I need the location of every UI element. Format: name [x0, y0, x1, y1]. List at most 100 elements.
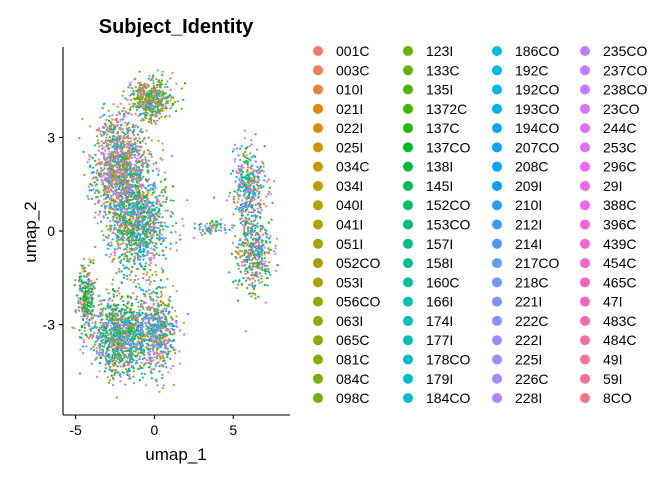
data-point [169, 88, 172, 91]
data-point [82, 341, 86, 344]
data-point [175, 82, 178, 85]
data-point [250, 214, 254, 218]
data-point [138, 160, 142, 163]
data-point [145, 384, 148, 387]
data-point [98, 200, 101, 203]
data-point [131, 143, 134, 146]
data-point [127, 300, 130, 303]
data-point [111, 341, 114, 344]
data-point [125, 180, 128, 183]
data-point [163, 116, 166, 119]
data-point [148, 206, 151, 210]
data-point [130, 350, 133, 353]
data-point [121, 165, 124, 168]
data-point [139, 149, 142, 152]
data-point [136, 295, 139, 298]
data-point [145, 108, 148, 111]
data-point [105, 253, 108, 256]
data-point [108, 204, 112, 207]
data-point [105, 288, 108, 291]
data-point [152, 188, 155, 191]
data-point [127, 229, 130, 232]
data-point [260, 160, 263, 163]
data-point [108, 379, 111, 382]
data-point [144, 200, 147, 203]
data-point [266, 180, 269, 183]
data-point [119, 317, 122, 320]
data-point [132, 342, 135, 345]
data-point [88, 279, 91, 283]
data-point [161, 97, 164, 100]
data-point [155, 218, 159, 221]
data-point [157, 173, 160, 176]
data-point [127, 342, 130, 345]
data-point [119, 194, 122, 197]
data-point [156, 302, 159, 305]
data-point [163, 178, 166, 182]
data-point [78, 284, 81, 287]
data-point [147, 184, 150, 187]
data-point [136, 213, 139, 216]
data-point [162, 201, 165, 204]
data-point [159, 358, 162, 361]
data-point [142, 101, 146, 104]
data-point [136, 215, 139, 218]
data-point [145, 93, 149, 96]
data-point [100, 169, 103, 172]
data-point [132, 197, 135, 200]
data-point [169, 339, 172, 342]
data-point [137, 325, 140, 328]
data-point [89, 329, 92, 332]
data-point [105, 201, 108, 204]
data-point [109, 140, 112, 143]
data-point [107, 307, 110, 310]
data-point [107, 234, 110, 237]
data-point [89, 287, 92, 290]
data-point [124, 355, 127, 358]
data-point [81, 117, 84, 120]
data-point [125, 244, 128, 247]
data-point [153, 356, 156, 359]
data-point [79, 297, 82, 301]
data-point [128, 347, 131, 350]
data-point [142, 325, 145, 328]
data-point [129, 171, 132, 174]
data-point [145, 161, 148, 164]
data-point [126, 98, 129, 101]
data-point [101, 107, 104, 110]
data-point [149, 187, 152, 190]
data-point [106, 167, 109, 171]
data-point [153, 101, 156, 104]
data-point [114, 135, 117, 138]
data-point [174, 352, 177, 355]
data-point [111, 182, 114, 185]
data-point [235, 176, 238, 179]
data-point [126, 306, 129, 309]
data-point [144, 361, 147, 364]
data-point [107, 292, 110, 295]
data-point [106, 173, 109, 177]
data-point [164, 338, 167, 341]
data-point [128, 241, 131, 244]
data-point [115, 208, 118, 211]
data-point [173, 101, 176, 104]
data-point [77, 306, 80, 309]
data-point [81, 318, 85, 321]
data-point [157, 108, 160, 111]
data-point [137, 150, 140, 154]
data-point [150, 118, 153, 121]
data-point [98, 127, 101, 130]
data-point [111, 344, 114, 347]
data-point [132, 367, 135, 370]
data-point [147, 170, 150, 173]
data-point [116, 312, 119, 315]
data-point [120, 202, 123, 205]
data-point [156, 97, 159, 100]
data-point [127, 86, 130, 89]
data-point [127, 204, 130, 207]
data-point [131, 185, 134, 188]
data-point [232, 213, 235, 216]
data-point [108, 127, 111, 130]
data-point [141, 198, 144, 202]
data-point [169, 331, 172, 334]
